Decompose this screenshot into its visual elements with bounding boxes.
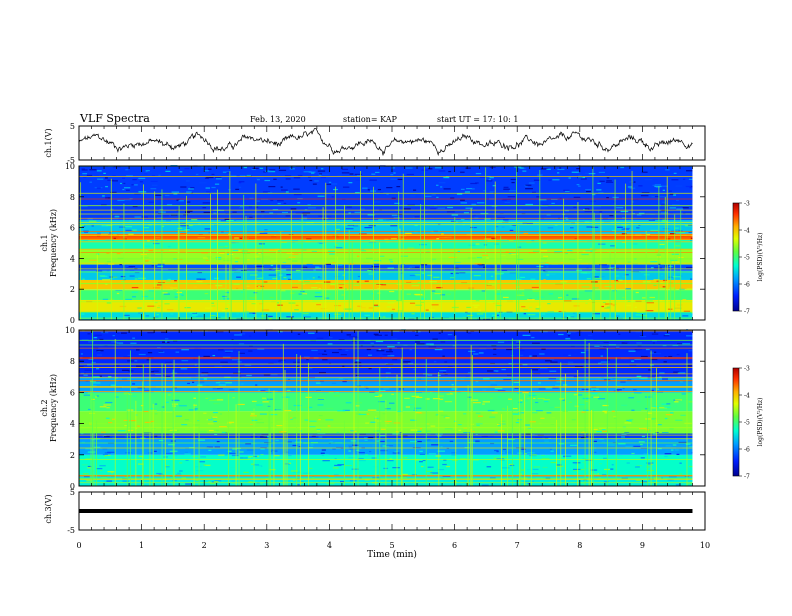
ch1-spectrogram-band [79, 219, 693, 234]
ch1-voltage-ylabel: ch.1(V) [44, 128, 53, 157]
time-tick-label: 7 [515, 541, 520, 550]
ch2-colorbar-scale [732, 367, 740, 477]
ch1-spectrogram-ytick-label: 10 [65, 162, 75, 171]
ch2-colorbar-tick-label: -6 [744, 447, 750, 454]
svg-text:ch.1: ch.1 [40, 234, 49, 251]
start-time-label: start UT = 17: 10: 1 [437, 115, 518, 124]
time-tick-label: 10 [700, 541, 710, 550]
ch1-colorbar-label: log(PSD)(V²/Hz) [757, 233, 764, 282]
ch1-waveform-ytick-label: -5 [67, 156, 75, 165]
time-axis-label: Time (min) [367, 549, 417, 560]
ch3-waveform-panel: 5 -5 [67, 488, 706, 535]
ch2-spectrogram-ytick-label: 2 [70, 451, 75, 460]
ch2-colorbar-label: log(PSD)(V²/Hz) [757, 398, 764, 447]
ch3-voltage-ylabel: ch.3(V) [44, 494, 53, 523]
time-axis: 0 1 2 3 4 5 6 7 8 9 10 [76, 541, 710, 550]
ch1-spectrogram-ytick-label: 8 [70, 193, 75, 202]
time-tick-label: 3 [264, 541, 269, 550]
ch2-colorbar-tick-label: -4 [744, 393, 750, 400]
ch2-spectrogram-ytick-label: 6 [70, 388, 75, 397]
ch2-colorbar-tick-label: -5 [744, 420, 750, 427]
ch1-colorbar-tick-label: -5 [744, 255, 750, 262]
date-label: Feb. 13, 2020 [250, 115, 306, 124]
ch2-spectrogram-ytick-label: 10 [65, 326, 75, 335]
ch1-spectrogram-band [79, 289, 693, 300]
ch3-waveform-ytick-label: 5 [70, 488, 75, 497]
time-tick-label: 1 [139, 541, 144, 550]
station-label: station= KAP [343, 115, 398, 124]
ch1-spectrogram-band [79, 264, 693, 271]
ch1-colorbar-tick-label: -4 [744, 228, 750, 235]
svg-text:Frequency (kHz): Frequency (kHz) [49, 374, 58, 442]
time-tick-label: 8 [577, 541, 582, 550]
ch2-colorbar-tick-label: -7 [744, 474, 750, 481]
time-tick-label: 5 [389, 541, 394, 550]
ch2-frequency-ylabel: ch.2 Frequency (kHz) [40, 374, 58, 442]
time-tick-label: 9 [640, 541, 645, 550]
ch1-colorbar-scale [732, 202, 740, 312]
time-tick-label: 4 [327, 541, 332, 550]
time-tick-label: 6 [452, 541, 457, 550]
ch1-spectrogram-ytick-label: 2 [70, 285, 75, 294]
ch1-spectrogram-ytick-label: 0 [70, 316, 75, 325]
ch1-spectrogram-band [79, 270, 693, 280]
ch1-trace [78, 128, 693, 157]
figure-title: VLF Spectra [79, 112, 150, 125]
ch1-waveform-ytick-label: 5 [70, 122, 75, 131]
ch1-spectrogram-ytick-label: 4 [70, 254, 75, 263]
ch2-spectrogram-panel: 0 2 4 6 8 10 [65, 326, 706, 491]
ch1-frequency-ylabel: ch.1 Frequency (kHz) [40, 209, 58, 277]
ch2-spectrogram-band [79, 330, 693, 377]
time-tick-label: 0 [76, 541, 81, 550]
ch1-spectrogram-band [79, 312, 693, 320]
ch1-spectrogram-band [79, 249, 693, 265]
svg-text:ch.2: ch.2 [40, 399, 49, 416]
ch2-colorbar-tick-label: -3 [744, 366, 750, 373]
ch2-spectrogram-ytick-label: 4 [70, 420, 75, 429]
ch2-spectrogram-ytick-label: 8 [70, 357, 75, 366]
svg-text:Frequency (kHz): Frequency (kHz) [49, 209, 58, 277]
ch1-colorbar-tick-label: -6 [744, 282, 750, 289]
ch1-spectrogram-band [79, 239, 693, 250]
ch2-colorbar: -3 -4 -5 -6 -7 log(PSD)(V²/Hz) [732, 366, 764, 481]
ch1-colorbar-tick-label: -3 [744, 201, 750, 208]
ch1-colorbar-tick-label: -7 [744, 309, 750, 316]
ch1-waveform-panel: 5 -5 [67, 122, 706, 165]
ch3-waveform-ytick-label: -5 [67, 526, 75, 535]
ch1-spectrogram-panel: 0 2 4 6 8 10 [65, 162, 706, 325]
ch1-colorbar: -3 -4 -5 -6 -7 log(PSD)(V²/Hz) [732, 201, 764, 316]
ch1-spectrogram-ytick-label: 6 [70, 224, 75, 233]
ch2-spectrogram-ytick-label: 0 [70, 482, 75, 491]
time-tick-label: 2 [202, 541, 207, 550]
